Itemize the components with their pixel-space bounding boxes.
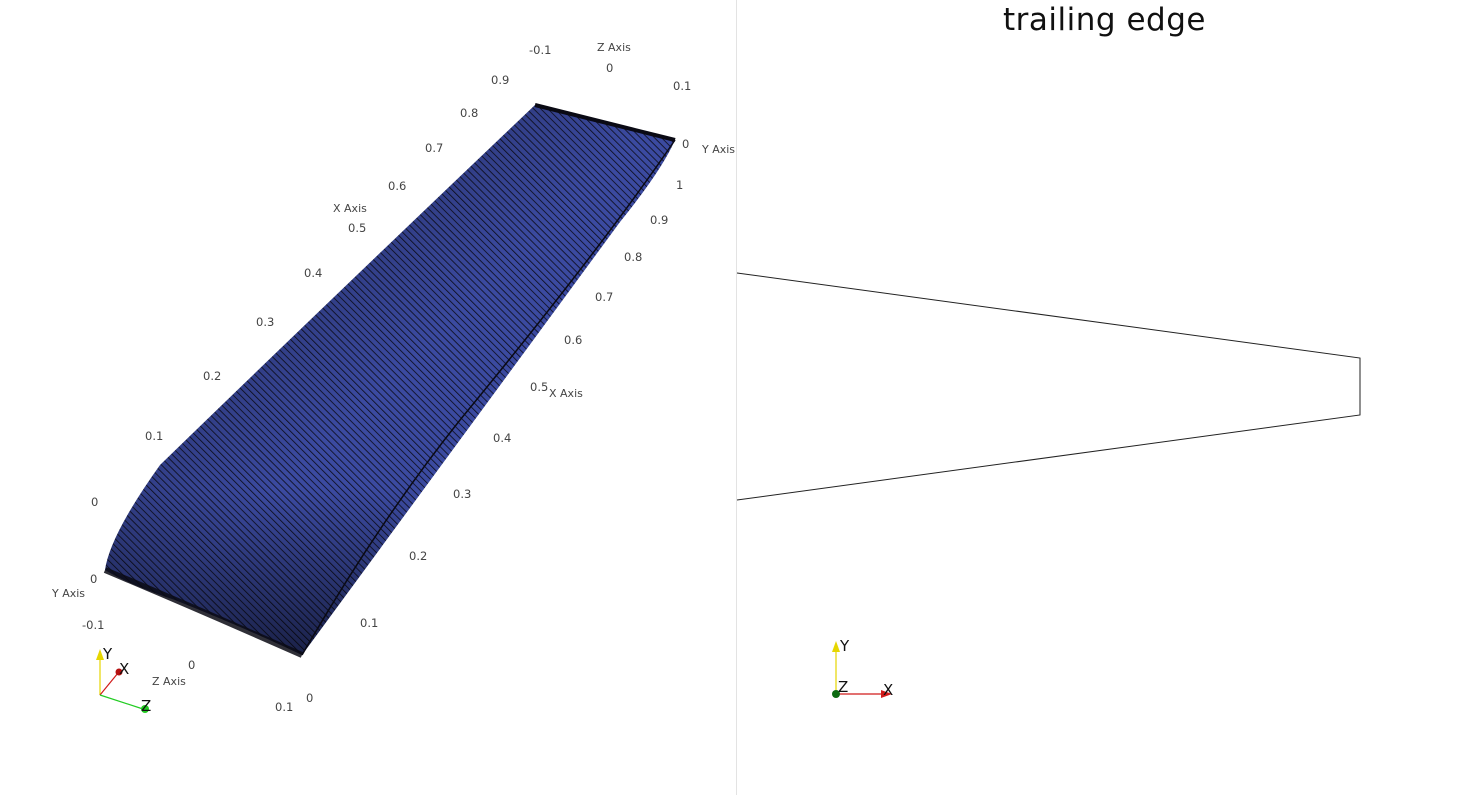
x-axis-ticks-right: 1 0.9 0.8 0.7 0.6 0.5 0.4 0.3 0.2 0.1 X … xyxy=(360,178,683,630)
tick-label: 0.1 xyxy=(145,429,163,443)
y-arrow-icon xyxy=(96,649,104,660)
tick-label: 0 xyxy=(306,691,313,705)
tick-label: 0 xyxy=(682,137,689,151)
tick-label: -0.1 xyxy=(529,43,551,57)
tick-label: 0.2 xyxy=(203,369,221,383)
left-render-view[interactable]: 0.9 0.8 0.7 0.6 0.5 0.4 0.3 0.2 0.1 0 X … xyxy=(0,0,736,795)
tick-label: 0.6 xyxy=(388,179,406,193)
orientation-y-label: Y xyxy=(839,637,850,655)
orientation-axes-widget: Y X Z xyxy=(96,645,151,715)
tick-label: 0.5 xyxy=(530,380,548,394)
tick-label: 0 xyxy=(90,572,97,586)
orientation-y-label: Y xyxy=(102,645,113,663)
x-arrow-icon xyxy=(115,668,123,676)
tick-label: 1 xyxy=(676,178,683,192)
tick-label: 0.8 xyxy=(624,250,642,264)
tick-label: 0.9 xyxy=(491,73,509,87)
tick-label: 0.1 xyxy=(360,616,378,630)
x-axis-title-left: X Axis xyxy=(333,202,367,215)
trailing-edge-outline xyxy=(737,272,1361,501)
view-splitter[interactable] xyxy=(736,0,737,795)
tick-label: 0.6 xyxy=(564,333,582,347)
tick-label: 0.8 xyxy=(460,106,478,120)
tick-label: 0.7 xyxy=(425,141,443,155)
x-axis-title-right: X Axis xyxy=(549,387,583,400)
z-axis-title-top: Z Axis xyxy=(597,41,631,54)
tick-label: 0.4 xyxy=(493,431,511,445)
orientation-z-label: Z xyxy=(838,678,848,696)
right-2d-canvas[interactable]: Y X Z xyxy=(737,0,1472,795)
tick-label: 0.1 xyxy=(275,700,293,714)
view-title: trailing edge xyxy=(1003,2,1206,38)
x-arrow-icon xyxy=(881,690,892,698)
y-axis-title-bottom: Y Axis xyxy=(51,587,85,600)
tick-label: 0.9 xyxy=(650,213,668,227)
tick-label: 0.7 xyxy=(595,290,613,304)
z-arrow-icon xyxy=(141,705,149,713)
orientation-x-label: X xyxy=(119,660,129,678)
tick-label: 0.1 xyxy=(673,79,691,93)
tick-label: 0.3 xyxy=(256,315,274,329)
tick-label: 0.2 xyxy=(409,549,427,563)
yz-axis-ticks: 0 0.1 Y Axis -0.1 0 Z Axis 0 -0.1 Y Axis… xyxy=(51,41,735,714)
tick-label: 0 xyxy=(188,658,195,672)
x-axis-ticks-left: 0.9 0.8 0.7 0.6 0.5 0.4 0.3 0.2 0.1 0 X … xyxy=(91,73,509,509)
z-axis-title-bottom: Z Axis xyxy=(152,675,186,688)
tick-label: 0.3 xyxy=(453,487,471,501)
right-render-view[interactable]: trailing edge Y X Z xyxy=(737,0,1472,795)
orientation-x-label: X xyxy=(883,681,893,699)
tick-label: -0.1 xyxy=(82,618,104,632)
tick-label: 0 xyxy=(91,495,98,509)
y-arrow-icon xyxy=(832,641,840,652)
tick-label: 0 xyxy=(606,61,613,75)
left-3d-canvas[interactable]: 0.9 0.8 0.7 0.6 0.5 0.4 0.3 0.2 0.1 0 X … xyxy=(0,0,736,795)
wing-surface xyxy=(103,103,676,658)
orientation-axes-widget: Y X Z xyxy=(832,637,893,699)
orientation-z-label: Z xyxy=(141,697,151,715)
z-arrow-icon xyxy=(832,690,840,698)
tick-label: 0.4 xyxy=(304,266,322,280)
y-axis-title-top: Y Axis xyxy=(701,143,735,156)
tick-label: 0.5 xyxy=(348,221,366,235)
